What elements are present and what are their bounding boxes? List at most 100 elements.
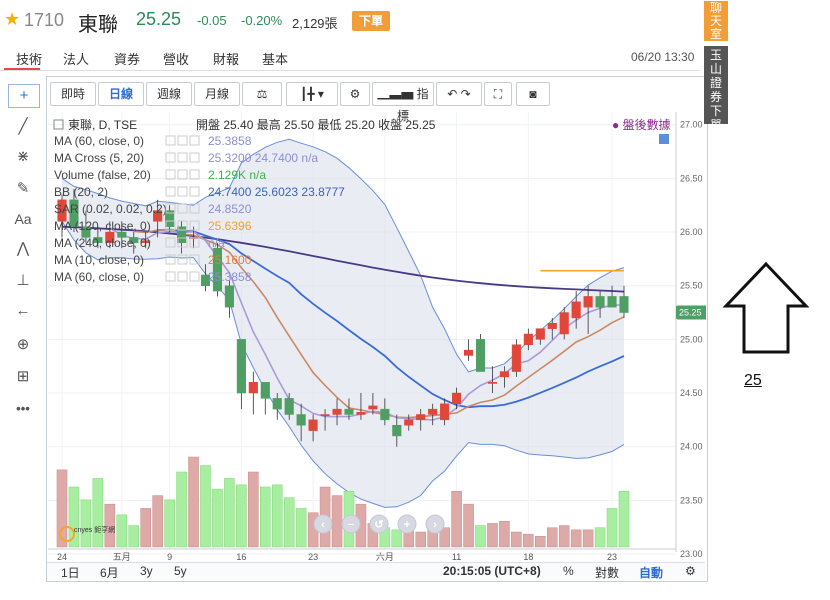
measure-icon[interactable]: ⊥ [16,272,30,289]
legend-row-control-icon[interactable] [165,203,176,214]
range-3y[interactable]: 3y [140,564,153,578]
legend-expand-icon[interactable] [659,134,669,144]
legend-row-label[interactable]: BB (20, 2) [54,185,108,199]
y-axis-ticks: 27.00 26.50 26.00 25.50 25.00 24.50 24.00 23.50… [680,120,703,559]
stock-chart[interactable]: 27.00 26.50 26.00 25.50 25.00 24.50 24.00 23.50… [48,112,706,562]
daily-button[interactable]: 日線 [98,82,144,106]
x-tick-label: 24 [57,552,67,562]
monthly-button[interactable]: 月線 [194,82,240,106]
candle-body [165,210,175,227]
legend-row-control-icon[interactable] [165,237,176,248]
camera-icon[interactable]: ◙ [516,82,550,106]
chatroom-tab[interactable]: 聊天室 [704,1,728,41]
legend-row-value: 25.3858 [208,270,252,284]
legend-collapse-icon[interactable] [53,119,64,130]
log-toggle[interactable]: 對數 [595,566,620,580]
legend-row-control-icon[interactable] [189,135,200,146]
volume-bar [331,495,343,548]
range-6m[interactable]: 6月 [100,566,119,580]
zoom-icon[interactable]: ⊕ [16,336,30,353]
bollinger-band-fill [62,139,624,508]
legend-row-label[interactable]: MA (60, close, 0) [54,134,144,148]
brush-icon[interactable]: ✎ [16,180,30,197]
legend-row-control-icon[interactable] [177,169,188,180]
legend-row-control-icon[interactable] [189,203,200,214]
reset-zoom-icon[interactable] [369,514,389,534]
intraday-button[interactable]: 即時 [50,82,96,106]
legend-row-control-icon[interactable] [177,152,188,163]
tab-financials[interactable]: 財報 [213,52,240,67]
volume-bar [391,529,403,548]
legend-row-control-icon[interactable] [165,271,176,282]
weekly-button[interactable]: 週線 [146,82,192,106]
bottom-settings-icon[interactable]: ⚙ [685,564,696,578]
legend-row-control-icon[interactable] [177,203,188,214]
legend-row-label[interactable]: Volume (false, 20) [54,168,151,182]
ruler-icon[interactable]: ⊞ [16,368,30,385]
legend-row-control-icon[interactable] [165,186,176,197]
legend-row-label[interactable]: MA (120, close, 0) [54,219,151,233]
tab-basic[interactable]: 基本 [262,52,289,67]
star-icon[interactable]: ★ [4,9,21,29]
active-tab-indicator [4,68,40,70]
legend-row-control-icon[interactable] [177,135,188,146]
volume-bar [606,508,618,548]
legend-row-control-icon[interactable] [189,152,200,163]
zoom-minus-icon[interactable] [341,514,361,534]
legend-row-label[interactable]: MA (240, close, 0) [54,236,151,250]
auto-toggle[interactable]: 自動 [639,566,664,580]
legend-row-control-icon[interactable] [177,186,188,197]
legend-row-control-icon[interactable] [189,169,200,180]
after-hours-label: 盤後數據 [623,118,671,132]
range-1d[interactable]: 1日 [61,566,80,580]
legend-row-control-icon[interactable] [177,237,188,248]
order-button[interactable]: 下單 [352,11,390,31]
esun-order-tab[interactable]: 玉山證券下單 [704,46,728,132]
zoom-controls[interactable] [313,514,445,534]
candle-body [511,344,521,372]
range-5y[interactable]: 5y [174,564,187,578]
scroll-right-icon[interactable] [425,514,445,534]
trendline-icon[interactable]: ╱ [18,118,28,135]
legend-row-control-icon[interactable] [189,220,200,231]
settings-gear-icon[interactable]: ⚙ [340,82,370,106]
legend-row-control-icon[interactable] [165,169,176,180]
zoom-out-icon[interactable] [313,514,333,534]
more-tools-icon[interactable]: ••• [16,401,30,416]
legend-row-control-icon[interactable] [165,254,176,265]
legend-row-control-icon[interactable] [177,271,188,282]
back-arrow-icon[interactable]: ← [15,302,31,319]
indicators-button[interactable]: ▁▃▅ 指標 [372,82,434,123]
fibonacci-icon[interactable]: ⋇ [16,148,30,165]
tab-margin[interactable]: 資券 [114,52,141,67]
pattern-icon[interactable]: ⋀ [16,240,30,257]
fullscreen-icon[interactable]: ⛶ [484,82,512,106]
candle-body [332,408,342,415]
legend-row-label[interactable]: MA (10, close, 0) [54,253,144,267]
after-hours-link[interactable]: ● 盤後數據 [612,118,671,132]
crosshair-icon[interactable]: + [8,84,40,108]
text-tool-icon[interactable]: Aa [14,211,32,227]
percent-toggle[interactable]: % [563,564,574,578]
legend-row-label[interactable]: MA (60, close, 0) [54,270,144,284]
legend-row-control-icon[interactable] [177,254,188,265]
tab-technical[interactable]: 技術 [16,52,43,67]
legend-row-control-icon[interactable] [189,237,200,248]
zoom-in-icon[interactable] [397,514,417,534]
legend-row-label[interactable]: SAR (0.02, 0.02, 0.2) [54,202,167,216]
legend-row-control-icon[interactable] [165,135,176,146]
compare-scale-icon[interactable]: ⚖ [242,82,282,106]
legend-row-label[interactable]: MA Cross (5, 20) [54,151,144,165]
undo-redo-buttons[interactable]: ↶ ↷ [436,82,482,106]
chart-type-dropdown[interactable]: ┃╋ ▾ [286,82,338,106]
volume-bar [224,478,235,548]
volume-bar [80,499,92,548]
legend-row-control-icon[interactable] [189,254,200,265]
legend-row-control-icon[interactable] [189,271,200,282]
tab-institutional[interactable]: 法人 [63,52,90,67]
legend-row-control-icon[interactable] [189,186,200,197]
tab-revenue[interactable]: 營收 [163,52,190,67]
legend-row-control-icon[interactable] [165,220,176,231]
legend-row-control-icon[interactable] [177,220,188,231]
legend-row-control-icon[interactable] [165,152,176,163]
